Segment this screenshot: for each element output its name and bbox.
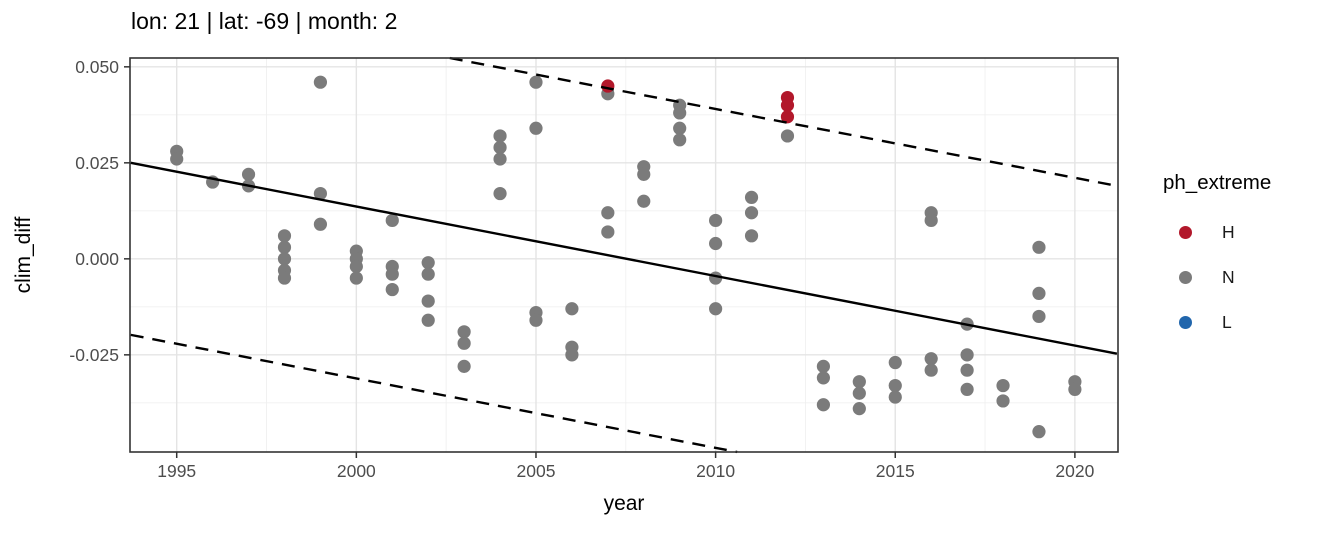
data-point-n <box>529 313 543 327</box>
x-tick-label: 2005 <box>517 461 556 481</box>
data-point-n <box>673 121 687 135</box>
data-point-n <box>457 336 471 350</box>
data-point-h <box>780 98 795 112</box>
plot-panel <box>130 58 1118 452</box>
data-point-n <box>960 348 974 362</box>
data-point-n <box>1068 382 1082 397</box>
data-point-n <box>816 371 830 385</box>
x-tick-label: 2010 <box>696 461 735 481</box>
x-tick-label: 2015 <box>876 461 915 481</box>
data-point-n <box>637 194 651 208</box>
data-point-n <box>996 394 1010 408</box>
data-point-n <box>565 302 579 316</box>
data-point-n <box>385 267 399 281</box>
data-point-n <box>960 382 974 397</box>
data-point-n <box>924 352 938 366</box>
data-point-n <box>457 359 471 373</box>
x-tick-label: 2000 <box>337 461 376 481</box>
legend-item-l: L <box>1179 309 1232 335</box>
data-point-n <box>493 129 507 143</box>
data-point-n <box>565 348 579 362</box>
legend-swatch-h-icon <box>1179 225 1192 239</box>
x-tick-label: 1995 <box>157 461 196 481</box>
data-point-n <box>744 190 759 204</box>
legend-swatch-l-icon <box>1179 315 1192 329</box>
data-point-n <box>888 378 902 393</box>
data-point-n <box>924 363 938 377</box>
data-point-n <box>888 355 902 370</box>
data-point-n <box>744 229 759 243</box>
panel-border <box>129 57 1119 453</box>
data-point-n <box>673 106 687 120</box>
data-point-n <box>924 213 938 228</box>
data-point-n <box>744 206 759 220</box>
data-point-n <box>709 213 723 228</box>
data-point-h <box>601 79 615 93</box>
data-point-n <box>1032 286 1046 301</box>
data-point-n <box>421 267 435 281</box>
legend-item-h: H <box>1179 219 1235 245</box>
data-point-n <box>852 375 866 389</box>
data-point-n <box>457 325 471 339</box>
data-point-n <box>313 217 328 231</box>
data-point-n <box>852 386 866 400</box>
legend-item-n: N <box>1179 264 1235 290</box>
fit-line <box>130 161 1118 355</box>
data-point-n <box>385 213 399 228</box>
y-tick-label: 0.025 <box>75 153 119 173</box>
x-axis-title: year <box>603 492 645 515</box>
data-point-n <box>493 140 507 155</box>
data-point-h <box>780 110 795 124</box>
data-point-n <box>960 363 974 377</box>
data-point-n <box>277 252 292 266</box>
data-point-n <box>529 121 543 135</box>
data-point-n <box>709 302 723 316</box>
legend-swatch-n-icon <box>1179 270 1192 284</box>
upper-interval-line <box>449 56 1118 188</box>
chart-title: lon: 21 | lat: -69 | month: 2 <box>131 8 398 34</box>
data-point-n <box>888 390 902 404</box>
data-point-n <box>385 282 399 297</box>
data-point-n <box>816 359 830 373</box>
data-point-n <box>816 398 830 412</box>
data-point-n <box>1032 240 1046 254</box>
lower-interval-line <box>130 333 738 454</box>
data-point-n <box>313 75 328 89</box>
data-point-n <box>529 75 543 89</box>
data-point-n <box>349 271 363 285</box>
data-point-n <box>421 294 435 308</box>
y-tick-label: 0.050 <box>75 57 119 77</box>
data-point-n <box>493 152 507 166</box>
data-point-n <box>601 225 615 239</box>
data-point-n <box>349 259 363 274</box>
data-point-n <box>493 186 507 201</box>
x-tick-label: 2020 <box>1055 461 1094 481</box>
data-point-n <box>421 313 435 327</box>
data-point-n <box>996 378 1010 393</box>
data-point-n <box>601 206 615 220</box>
legend-label-h: H <box>1222 221 1235 242</box>
legend-label-l: L <box>1222 311 1232 332</box>
data-point-n <box>170 152 184 166</box>
data-point-n <box>277 271 292 285</box>
y-tick-label: -0.025 <box>69 345 119 365</box>
legend-title: ph_extreme <box>1163 171 1272 194</box>
data-point-n <box>673 133 687 147</box>
data-point-n <box>313 186 328 201</box>
data-point-n <box>241 167 256 181</box>
data-point-n <box>780 129 795 143</box>
data-point-n <box>1032 425 1046 439</box>
data-point-n <box>709 236 723 251</box>
data-point-n <box>277 240 292 254</box>
data-point-n <box>637 167 651 181</box>
data-point-n <box>277 229 292 243</box>
legend-label-n: N <box>1222 266 1235 287</box>
data-point-n <box>852 402 866 416</box>
y-tick-label: 0.000 <box>75 249 119 269</box>
data-point-n <box>421 256 435 270</box>
data-point-n <box>1032 309 1046 324</box>
